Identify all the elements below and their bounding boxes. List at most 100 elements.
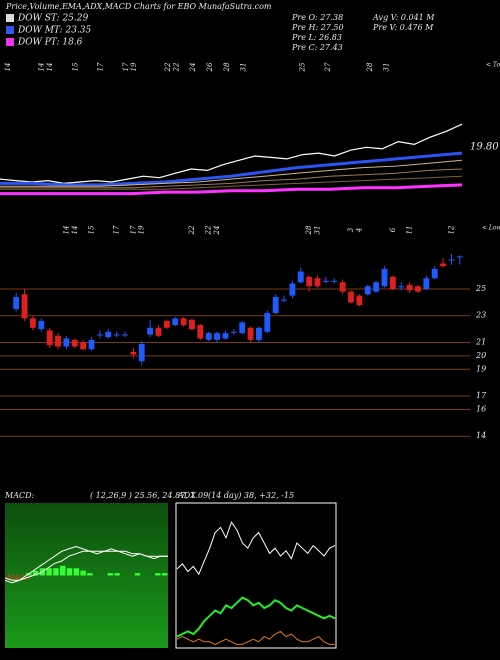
line [0, 151, 463, 187]
candle-body [239, 322, 246, 334]
legend-label: DOW PT: 18.6 [17, 38, 83, 48]
x-tick-label: 26 [206, 62, 214, 72]
panel-title: ADX [177, 491, 196, 500]
candle-body [130, 351, 137, 355]
legend-label: DOW MT: 23.35 [17, 26, 92, 36]
candle-body [415, 286, 421, 292]
candle-body [431, 268, 438, 279]
line [176, 630, 335, 645]
x-tick-label: 4 [355, 228, 363, 233]
candle-body [113, 334, 120, 336]
x-tick-label: 19 [130, 62, 138, 71]
panel-label: MACD [6, 574, 31, 582]
candle-body [21, 294, 28, 319]
candle-body [163, 321, 170, 328]
y-tick-label: 14 [476, 431, 486, 440]
x-tick-label: 14 [62, 226, 70, 235]
y-tick-label: 16 [476, 404, 486, 413]
x-tick-label: 31 [314, 226, 322, 235]
candle-body [456, 256, 463, 258]
x-tick-label: 12 [447, 225, 455, 234]
y-tick-label: 25 [475, 284, 486, 293]
candle-body [289, 283, 296, 296]
candle-body [356, 295, 363, 306]
candle-body [29, 318, 36, 328]
x-tick-label: 14 [71, 226, 79, 235]
candle-body [46, 330, 53, 346]
info-text: Avg V: 0.041 M [372, 13, 435, 22]
histogram-bar [114, 573, 120, 576]
x-tick-label: 24 [213, 226, 221, 236]
candle-body [406, 284, 413, 291]
x-tick-label: 11 [406, 226, 414, 235]
histogram-bar [161, 573, 168, 576]
line [176, 521, 336, 576]
panel-subtitle: (14 day) 38, +32, -15 [208, 491, 294, 500]
x-tick-label: 17 [122, 62, 130, 71]
candle-body [38, 321, 45, 330]
x-tick-label: 22 [188, 225, 196, 235]
candle-body [389, 276, 396, 289]
x-tick-label: 28 [366, 62, 374, 72]
candle-body [398, 286, 405, 288]
y-tick-label: 20 [475, 351, 486, 360]
candle-body [440, 263, 447, 267]
x-tick-label: 6 [389, 227, 397, 232]
legend-swatch [6, 26, 14, 34]
candle-body [205, 333, 212, 340]
histogram-bar [53, 568, 59, 576]
x-tick-label: 22 [172, 62, 180, 72]
candle-body [222, 333, 229, 339]
candle-body [138, 343, 145, 362]
chart-title: Price,Volume,EMA,ADX,MACD Charts for EBO… [5, 2, 272, 11]
y-tick-label: 23 [475, 311, 486, 320]
candle-body [364, 286, 371, 295]
x-tick-label: 27 [324, 62, 332, 72]
x-tick-label: 14 [4, 63, 12, 72]
line [0, 175, 463, 190]
histogram-bar [134, 573, 141, 576]
line [0, 183, 463, 196]
candle-body [348, 291, 354, 303]
y-tick-label: 17 [476, 391, 487, 400]
histogram-bar [32, 570, 39, 576]
candle-body [297, 271, 304, 283]
x-tick-label: 15 [71, 62, 79, 71]
histogram-bar [60, 565, 66, 576]
x-tick-label: 19 [138, 225, 146, 234]
info-text: Pre H: 27.50 [291, 23, 344, 32]
line [0, 123, 463, 185]
panel-subtitle: ( 12,26,9 ) 25.56, 24.87, 1.09 [90, 491, 208, 500]
x-tick-label: 22 [164, 62, 172, 72]
histogram-bar [87, 573, 93, 576]
candle-body [381, 268, 388, 287]
x-tick-label: 14 [38, 63, 46, 72]
histogram-bar [73, 568, 80, 576]
legend-swatch [6, 38, 14, 46]
x-tick-label: 14 [46, 63, 54, 72]
line [0, 159, 463, 187]
x-tick-label: 31 [383, 63, 391, 72]
candle-body [322, 280, 329, 282]
y-tick-label: 19 [476, 364, 486, 373]
corner-label: < Tops [486, 62, 500, 69]
candle-body [230, 331, 237, 333]
candle-body [180, 318, 187, 326]
x-tick-label: 17 [129, 225, 137, 234]
candle-body [306, 276, 313, 287]
histogram-bar [80, 570, 86, 576]
legend-swatch [6, 14, 14, 22]
info-text: Pre C: 27.43 [291, 43, 343, 52]
x-tick-label: 22 [205, 225, 213, 235]
candle-body [448, 259, 455, 261]
candle-body [272, 296, 279, 314]
candle-body [214, 333, 221, 340]
histogram-bar [66, 568, 73, 576]
candle-body [88, 339, 95, 350]
panel-title: MACD: [4, 491, 35, 500]
candle-body [339, 282, 346, 292]
x-tick-label: 17 [97, 62, 105, 71]
candle-body [189, 319, 195, 330]
info-text: Pre L: 26.83 [291, 33, 342, 42]
x-tick-label: 28 [305, 225, 313, 235]
